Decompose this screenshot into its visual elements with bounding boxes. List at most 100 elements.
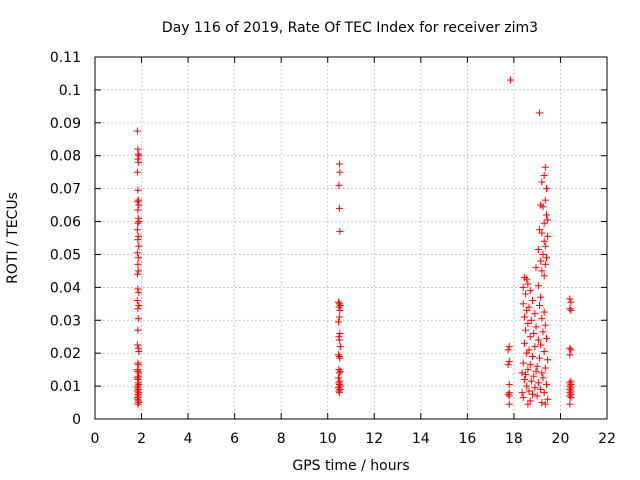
data-point-marker (504, 361, 512, 369)
data-point-marker (542, 254, 550, 262)
data-point-marker (336, 329, 344, 337)
data-point-marker (537, 341, 545, 349)
data-point-marker (566, 351, 574, 359)
data-point-marker (533, 392, 541, 400)
data-point-marker (537, 293, 545, 301)
data-point-marker (536, 354, 544, 362)
data-point-marker (519, 394, 527, 402)
data-point-marker (522, 326, 530, 334)
data-point-marker (566, 392, 574, 400)
x-tick-label: 14 (412, 431, 430, 447)
y-tick-label: 0.04 (50, 280, 81, 296)
y-tick-label: 0.01 (50, 379, 81, 395)
y-tick-label: 0.11 (50, 50, 81, 66)
data-point-marker (526, 287, 534, 295)
data-point-marker (544, 395, 552, 403)
data-point-marker (133, 297, 141, 305)
data-point-marker (536, 301, 544, 309)
data-point-marker (134, 186, 142, 194)
data-point-marker (520, 313, 528, 321)
data-point-marker (135, 399, 143, 407)
data-point-marker (539, 203, 547, 211)
data-point-marker (540, 272, 548, 280)
data-points (133, 76, 575, 408)
grid (95, 57, 607, 419)
x-tick-label: 10 (319, 431, 337, 447)
data-point-marker (134, 254, 142, 262)
data-point-marker (530, 372, 538, 380)
data-point-marker (505, 343, 513, 351)
data-point-marker (541, 364, 549, 372)
chart-title: Day 116 of 2019, Rate Of TEC Index for r… (162, 20, 538, 36)
data-point-marker (505, 380, 513, 388)
data-point-marker (133, 226, 141, 234)
data-point-marker (524, 320, 532, 328)
data-point-marker (334, 318, 342, 326)
data-point-marker (542, 380, 550, 388)
data-point-marker (534, 336, 542, 344)
x-axis-label: GPS time / hours (292, 458, 409, 474)
data-point-marker (336, 367, 344, 375)
data-point-marker (527, 377, 535, 385)
y-tick-label: 0.03 (50, 313, 81, 329)
data-point-marker (544, 216, 552, 224)
data-point-marker (518, 389, 526, 397)
data-point-marker (134, 267, 142, 275)
data-point-marker (335, 313, 343, 321)
data-point-marker (567, 394, 575, 402)
data-point-marker (134, 400, 142, 408)
data-point-marker (523, 382, 531, 390)
data-point-marker (541, 163, 549, 171)
data-point-marker (135, 218, 143, 226)
data-point-marker (135, 301, 143, 309)
x-tick-label: 12 (365, 431, 383, 447)
data-point-marker (523, 275, 531, 283)
data-point-marker (335, 181, 343, 189)
data-point-marker (336, 343, 344, 351)
data-point-marker (335, 204, 343, 212)
data-point-marker (523, 306, 531, 314)
data-point-marker (525, 387, 533, 395)
data-point-marker (133, 198, 141, 206)
data-point-marker (537, 385, 545, 393)
x-tick-labels: 0 2 4 6 8 10 12 14 16 18 20 22 (91, 431, 616, 447)
data-point-marker (541, 321, 549, 329)
y-axis-label: ROTI / TECUs (5, 192, 21, 284)
data-point-marker (335, 336, 343, 344)
data-point-marker (534, 379, 542, 387)
data-point-marker (541, 260, 549, 268)
x-tick-label: 6 (230, 431, 239, 447)
data-point-marker (566, 295, 574, 303)
data-point-marker (539, 250, 547, 258)
data-point-marker (532, 323, 540, 331)
data-point-marker (544, 232, 552, 240)
data-point-marker (506, 76, 514, 84)
y-tick-label: 0.09 (50, 116, 81, 132)
data-point-marker (504, 346, 512, 354)
y-tick-label: 0.02 (50, 346, 81, 362)
data-point-marker (538, 369, 546, 377)
data-point-marker (536, 109, 544, 117)
data-point-marker (134, 219, 142, 227)
data-point-marker (538, 399, 546, 407)
data-point-marker (534, 246, 542, 254)
data-point-marker (542, 211, 550, 219)
data-point-marker (520, 376, 528, 384)
data-point-marker (540, 237, 548, 245)
data-point-marker (522, 371, 530, 379)
data-point-marker (529, 390, 537, 398)
data-point-marker (541, 400, 549, 408)
data-point-marker (541, 196, 549, 204)
data-point-marker (134, 158, 142, 166)
data-point-marker (135, 348, 143, 356)
data-point-marker (336, 168, 344, 176)
data-point-marker (520, 339, 528, 347)
data-point-marker (135, 152, 143, 160)
data-point-marker (335, 160, 343, 168)
x-tick-label: 4 (184, 431, 193, 447)
y-tick-label: 0 (72, 412, 81, 428)
data-point-marker (335, 389, 343, 397)
data-point-marker (540, 389, 548, 397)
data-point-marker (538, 229, 546, 237)
data-point-marker (530, 329, 538, 337)
